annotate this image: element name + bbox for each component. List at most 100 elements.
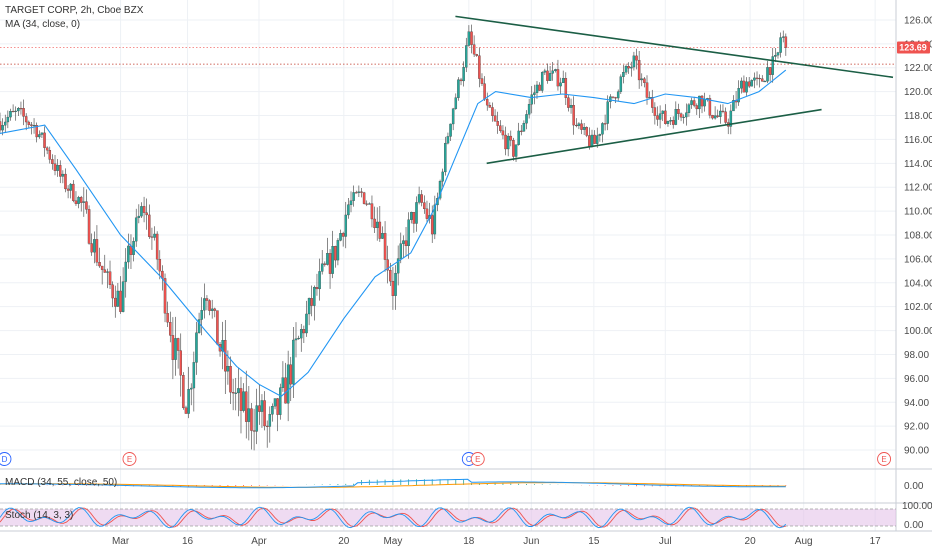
- candle: [609, 94, 612, 109]
- y-tick-label: 112.00: [904, 183, 932, 194]
- event-marker[interactable]: D: [0, 452, 12, 466]
- candles: [0, 24, 788, 451]
- event-marker[interactable]: E: [122, 452, 137, 466]
- candle: [506, 133, 510, 157]
- candle: [231, 378, 235, 411]
- candle: [441, 168, 444, 188]
- candle: [142, 196, 146, 223]
- candle: [56, 159, 59, 177]
- candle: [402, 235, 405, 258]
- candle: [582, 122, 586, 135]
- y-tick-label: 118.00: [904, 111, 932, 122]
- candle: [420, 190, 423, 207]
- candle: [331, 230, 334, 279]
- ma-line: [0, 69, 787, 397]
- candle: [512, 137, 515, 161]
- ma-legend: MA (34, close, 0): [5, 19, 80, 30]
- candle: [509, 130, 513, 147]
- candle: [525, 110, 528, 130]
- candle: [763, 80, 767, 83]
- candle: [627, 62, 630, 74]
- candle: [279, 383, 282, 420]
- candle: [784, 33, 788, 56]
- stoch-tick-top: 100.00: [902, 501, 932, 512]
- candle: [239, 376, 243, 434]
- candle: [124, 248, 127, 298]
- candle: [244, 370, 248, 439]
- candle: [326, 237, 329, 266]
- candle: [517, 122, 520, 146]
- candle: [564, 72, 568, 106]
- candle: [0, 112, 2, 133]
- candle: [310, 285, 313, 317]
- symbol-title: TARGET CORP, 2h, Cboe BZX: [5, 5, 144, 16]
- x-tick-label: Jun: [523, 536, 539, 547]
- candle: [90, 233, 93, 256]
- y-axis: 90.00 92.00 94.00 96.00 98.00 100.00 102.00 104…: [904, 15, 932, 456]
- candle: [478, 47, 481, 88]
- candle: [140, 202, 143, 219]
- candle: [637, 51, 641, 89]
- candle: [108, 260, 112, 290]
- y-tick-label: 116.00: [904, 135, 932, 146]
- candle: [255, 388, 258, 445]
- y-tick-label: 108.00: [904, 231, 932, 242]
- candle: [352, 185, 355, 207]
- event-marker[interactable]: E: [877, 452, 892, 466]
- candle: [184, 405, 188, 414]
- candle: [399, 232, 403, 264]
- candle: [299, 323, 303, 352]
- candle: [535, 81, 539, 99]
- candle: [650, 89, 654, 113]
- candle: [619, 74, 623, 95]
- candle: [708, 94, 712, 119]
- candle: [134, 208, 138, 247]
- candle: [396, 245, 400, 286]
- candle: [237, 368, 240, 417]
- candle: [572, 96, 575, 135]
- candle: [286, 350, 290, 422]
- candle: [700, 94, 704, 114]
- candle: [11, 104, 15, 113]
- candle: [671, 116, 675, 129]
- candle: [433, 195, 437, 240]
- candle: [14, 106, 17, 121]
- candle: [755, 71, 759, 86]
- candle: [189, 383, 193, 406]
- candle: [410, 211, 413, 224]
- candle: [761, 75, 764, 82]
- candle: [614, 96, 617, 104]
- candle: [116, 282, 120, 307]
- candle: [454, 93, 458, 110]
- macd-panel: [0, 478, 787, 489]
- candle: [341, 231, 345, 247]
- candle: [472, 35, 476, 58]
- candle: [658, 105, 662, 129]
- candle: [32, 118, 36, 134]
- candle: [595, 127, 599, 148]
- candle: [768, 66, 772, 82]
- candle: [391, 266, 395, 310]
- candle: [781, 30, 785, 43]
- candle: [601, 122, 604, 143]
- candle: [635, 48, 638, 70]
- candle: [273, 398, 277, 410]
- candle: [307, 297, 311, 326]
- candle: [606, 95, 609, 131]
- candle: [100, 265, 104, 285]
- candle: [664, 104, 667, 125]
- candle: [499, 120, 502, 133]
- candle: [119, 276, 122, 314]
- candle: [622, 64, 625, 84]
- candle: [339, 229, 342, 242]
- event-marker[interactable]: E: [470, 452, 485, 466]
- candle: [58, 160, 62, 184]
- candle: [527, 98, 531, 119]
- candle: [483, 76, 486, 101]
- candle: [533, 84, 536, 105]
- candle: [394, 265, 397, 310]
- candle: [716, 109, 719, 118]
- candle: [61, 170, 65, 184]
- y-tick-label: 104.00: [904, 278, 932, 289]
- candle: [378, 205, 382, 242]
